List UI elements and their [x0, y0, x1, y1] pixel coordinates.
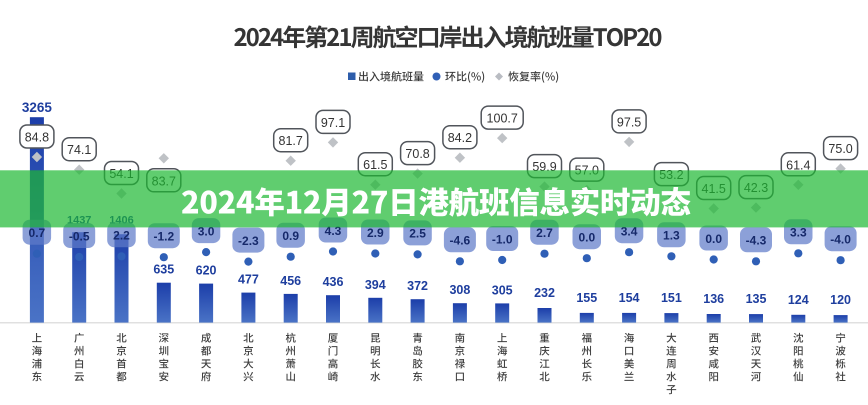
svg-text:-1.0: -1.0 — [492, 232, 513, 246]
svg-text:3.4: 3.4 — [621, 225, 638, 239]
svg-text:3.0: 3.0 — [198, 224, 215, 238]
svg-text:2.2: 2.2 — [113, 229, 130, 243]
svg-text:2.7: 2.7 — [536, 226, 553, 240]
svg-text:620: 620 — [196, 264, 217, 278]
svg-text:394: 394 — [365, 278, 386, 292]
svg-text:151: 151 — [661, 291, 682, 305]
svg-text:-2.3: -2.3 — [238, 234, 259, 248]
svg-text:3265: 3265 — [22, 100, 53, 115]
svg-text:232: 232 — [534, 286, 555, 300]
svg-text:635: 635 — [153, 263, 174, 277]
svg-text:0.9: 0.9 — [282, 229, 299, 243]
svg-text:155: 155 — [576, 291, 597, 305]
svg-text:135: 135 — [746, 292, 767, 306]
svg-text:84.8: 84.8 — [25, 131, 49, 145]
svg-text:100.7: 100.7 — [487, 112, 518, 126]
svg-text:3.3: 3.3 — [790, 226, 807, 240]
svg-text:-1.2: -1.2 — [153, 230, 174, 244]
svg-text:477: 477 — [238, 273, 259, 287]
svg-text:61.5: 61.5 — [363, 158, 387, 172]
svg-text:70.8: 70.8 — [405, 147, 429, 161]
svg-text:0.7: 0.7 — [29, 226, 46, 240]
svg-text:-4.0: -4.0 — [830, 233, 851, 247]
svg-text:61.4: 61.4 — [786, 158, 810, 172]
svg-text:2.5: 2.5 — [409, 227, 426, 241]
svg-text:124: 124 — [788, 293, 809, 307]
svg-text:84.2: 84.2 — [448, 131, 472, 145]
svg-text:2.9: 2.9 — [367, 226, 384, 240]
svg-text:-4.3: -4.3 — [746, 234, 767, 248]
svg-text:97.1: 97.1 — [321, 116, 345, 130]
svg-text:75.0: 75.0 — [828, 142, 852, 156]
svg-text:1.3: 1.3 — [663, 229, 680, 243]
svg-text:436: 436 — [323, 275, 344, 289]
svg-text:372: 372 — [407, 279, 428, 293]
svg-text:-4.6: -4.6 — [450, 234, 471, 248]
svg-text:308: 308 — [449, 283, 470, 297]
svg-text:0.0: 0.0 — [705, 232, 722, 246]
svg-text:120: 120 — [830, 293, 851, 307]
svg-text:456: 456 — [280, 274, 301, 288]
svg-text:136: 136 — [703, 292, 724, 306]
svg-text:0.0: 0.0 — [578, 231, 595, 245]
svg-text:154: 154 — [619, 291, 640, 305]
svg-text:74.1: 74.1 — [67, 143, 91, 157]
svg-text:97.5: 97.5 — [617, 115, 641, 129]
svg-text:305: 305 — [492, 283, 513, 297]
svg-text:81.7: 81.7 — [279, 134, 303, 148]
svg-text:-0.5: -0.5 — [69, 229, 90, 243]
